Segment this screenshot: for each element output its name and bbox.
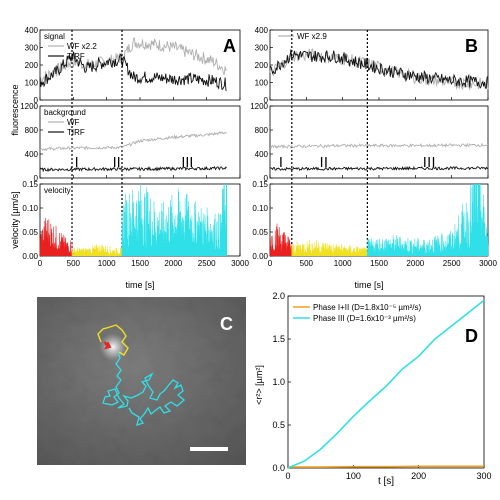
y-tick-label: 2.0 [272,291,285,301]
trajectory-phase-iii [102,351,186,426]
subplot-name: background [44,108,86,117]
legend-label: TIRF [67,52,85,61]
y-tick-label: 0.10 [22,204,38,213]
y-tick-label: 0.00 [252,252,268,261]
y-tick-label: 400 [25,150,39,159]
y-tick-label: 0.05 [252,228,268,237]
x-tick-label: 3000 [479,259,497,268]
panel-a-label: A [223,36,236,56]
x-tick-label: 200 [411,471,426,481]
y-tick-label: 100 [255,79,269,88]
series-line-wf [39,131,227,152]
x-tick-label: 1000 [98,259,116,268]
x-tick-label: 1000 [334,259,352,268]
panel-b-xlabel: time [s] [354,280,383,290]
trajectory-phase-i [103,341,112,350]
x-tick-label: 1500 [131,259,149,268]
series-line-tirf [39,51,227,91]
legend-label: WF x2.9 [297,32,327,41]
series-line-wf-x2-2 [39,37,227,85]
legend-label: TIRF [67,128,85,137]
series-line-phase-i [269,223,293,257]
x-tick-label: 300 [476,471,491,481]
panel-d-label: D [465,326,478,346]
panel-a-signal-ylabel: fluorescence [10,84,20,135]
y-tick-label: 300 [255,44,269,53]
y-tick-label: 0.10 [252,204,268,213]
y-tick-label: 0.0 [272,463,285,473]
series-line-tirf [39,165,227,173]
y-tick-label: 1.5 [272,334,285,344]
y-tick-label: 1.0 [272,377,285,387]
legend-label: Phase I+II (D=1.8x10⁻⁵ µm²/s) [313,303,422,312]
series-line-tirf [269,165,489,172]
y-tick-label: 1200 [250,102,268,111]
series-line-tirf [269,49,489,89]
y-tick-label: 0 [264,174,269,183]
panel-d: D t [s] <r²> [µm²] 0.0 0.5 1.0 1.5 2.0 0 100 20… [254,291,492,487]
legend-label: Phase III (D=1.6x10⁻³ µm²/s) [313,314,416,323]
series-line-phase-ii [71,244,123,257]
y-tick-label: 300 [25,44,39,53]
y-tick-label: 0.00 [22,252,38,261]
series-line-phase-i [39,217,73,257]
subplot-name: signal [44,32,65,41]
series-line-phase-iii [367,183,489,257]
panel-c: C [37,297,246,465]
y-tick-label: 0.15 [22,180,38,189]
y-tick-label: 0.15 [252,180,268,189]
x-tick-label: 2000 [406,259,424,268]
panel-a-xlabel: time [s] [125,280,154,290]
series-line-phase-i-ii [288,465,484,468]
y-tick-label: 100 [25,79,39,88]
panel-a: fluorescence velocity [µm/s] time [s] A … [10,26,249,290]
y-tick-label: 1200 [20,102,38,111]
y-tick-label: 400 [255,150,269,159]
scale-bar [190,447,228,451]
series-line-wf-x2-9 [269,48,489,91]
legend-label: WF [67,118,80,127]
panel-d-xlabel: t [s] [378,476,394,487]
x-tick-label: 0 [38,259,43,268]
x-tick-label: 3000 [231,259,249,268]
panel-d-ylabel: <r²> [µm²] [254,365,264,405]
series-line-phase-iii [287,299,485,469]
x-tick-label: 2500 [443,259,461,268]
panel-b-label: B [465,36,478,56]
x-tick-label: 500 [300,259,314,268]
panel-b: time [s] B 0 100 200 300 400 WF x2.9 0 400 800 12… [250,26,497,290]
y-tick-label: 200 [25,61,39,70]
legend-label: WF x2.2 [67,42,97,51]
x-tick-label: 0 [285,471,290,481]
x-tick-label: 1500 [370,259,388,268]
y-tick-label: 0 [34,174,39,183]
x-tick-label: 500 [67,259,81,268]
y-tick-label: 0.05 [22,228,38,237]
y-tick-label: 0 [34,96,39,105]
bright-spot [99,333,127,361]
series-line-wf [269,142,489,150]
y-tick-label: 800 [25,126,39,135]
y-tick-label: 800 [255,126,269,135]
trajectory-phase-ii [97,324,129,356]
subplot-name: velocity [44,186,71,195]
series-line-phase-iii [121,183,227,257]
y-tick-label: 400 [255,26,269,35]
x-tick-label: 100 [346,471,361,481]
x-tick-label: 0 [268,259,273,268]
y-tick-label: 400 [25,26,39,35]
micrograph-background [37,297,246,465]
panel-a-velocity-ylabel: velocity [µm/s] [10,191,20,248]
panel-c-label: C [220,314,233,334]
y-tick-label: 0.5 [272,420,285,430]
y-tick-label: 200 [255,61,269,70]
series-line-phase-ii [291,239,368,257]
y-tick-label: 0 [264,96,269,105]
x-tick-label: 2000 [164,259,182,268]
x-tick-label: 2500 [198,259,216,268]
